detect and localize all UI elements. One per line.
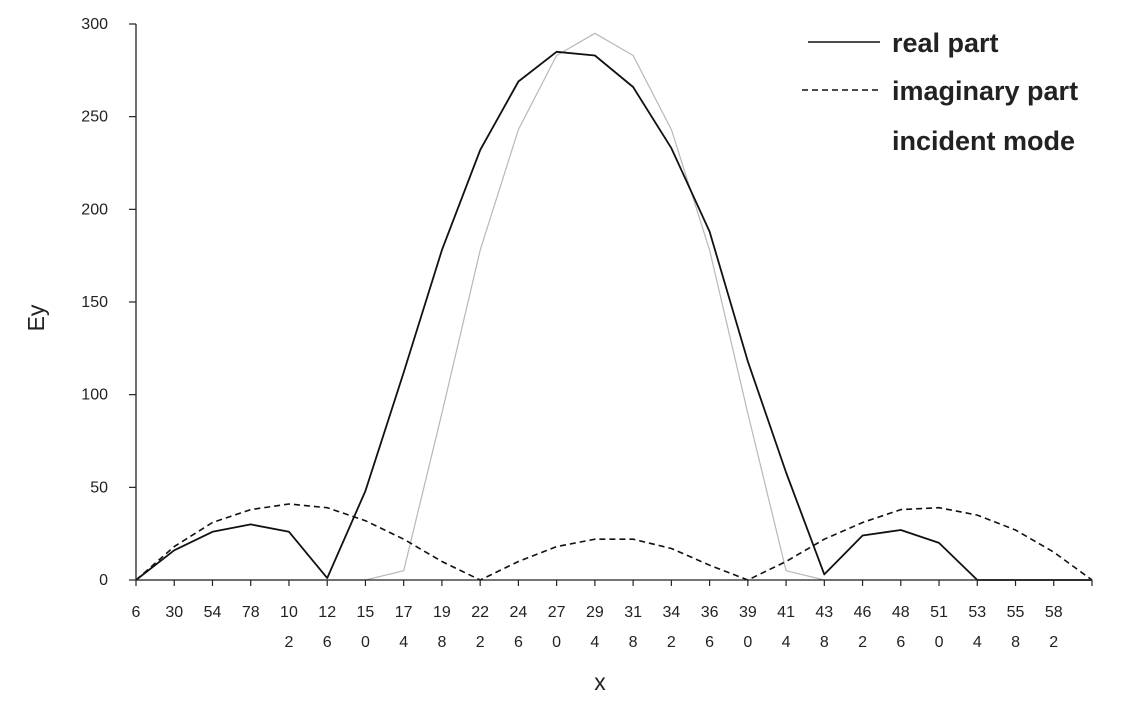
x-tick-label: 31 8 bbox=[624, 604, 642, 651]
x-tick-label: 24 6 bbox=[510, 604, 528, 651]
legend-label: imaginary part bbox=[892, 76, 1078, 106]
y-tick-label: 250 bbox=[81, 109, 108, 126]
x-tick-label: 43 8 bbox=[815, 604, 833, 651]
x-tick-label: 36 6 bbox=[701, 604, 719, 651]
x-axis-title: x bbox=[594, 669, 606, 695]
x-tick-label: 27 0 bbox=[548, 604, 566, 651]
y-axis-title: Ey bbox=[23, 304, 49, 331]
x-tick-label: 48 6 bbox=[892, 604, 910, 651]
x-tick-label: 78 bbox=[242, 604, 260, 621]
x-tick-label: 51 0 bbox=[930, 604, 948, 651]
x-tick-label: 55 8 bbox=[1007, 604, 1025, 651]
x-tick-label: 15 0 bbox=[357, 604, 375, 651]
legend-label: incident mode bbox=[892, 126, 1075, 156]
x-tick-label: 12 6 bbox=[318, 604, 336, 651]
y-tick-label: 200 bbox=[81, 201, 108, 218]
x-tick-label: 39 0 bbox=[739, 604, 757, 651]
y-tick-label: 300 bbox=[81, 16, 108, 33]
y-tick-label: 100 bbox=[81, 387, 108, 404]
legend-label: real part bbox=[892, 28, 999, 58]
series-line-incident-mode bbox=[136, 32, 1092, 581]
x-tick-label: 17 4 bbox=[395, 604, 413, 651]
x-tick-label: 58 2 bbox=[1045, 604, 1063, 651]
x-tick-label: 6 bbox=[132, 604, 141, 621]
x-tick-label: 54 bbox=[204, 604, 222, 621]
y-tick-label: 150 bbox=[81, 294, 108, 311]
x-tick-label: 41 4 bbox=[777, 604, 795, 651]
axes bbox=[135, 24, 1092, 581]
x-tick-label: 29 4 bbox=[586, 604, 604, 651]
x-tick-label: 30 bbox=[165, 604, 183, 621]
x-tick-label: 34 2 bbox=[662, 604, 680, 651]
y-tick-label: 0 bbox=[99, 572, 108, 589]
y-axis-ticks: 0 50 100 150 200 250 300 bbox=[81, 16, 136, 589]
x-tick-label: 22 2 bbox=[471, 604, 489, 651]
x-tick-label: 19 8 bbox=[433, 604, 451, 651]
legend: real part imaginary part incident mode bbox=[802, 28, 1078, 156]
x-axis-ticks: 6 30 54 78 10 2 12 6 15 0 17 4 19 8 22 2 24 6 27 0 29 4 31 8 34 2… bbox=[132, 580, 1093, 651]
x-tick-label: 53 4 bbox=[968, 604, 986, 651]
x-tick-label: 10 2 bbox=[280, 604, 298, 651]
series-line-imaginary-part bbox=[135, 503, 1093, 581]
plot-area bbox=[135, 32, 1093, 581]
y-tick-label: 50 bbox=[90, 479, 108, 496]
x-tick-label: 46 2 bbox=[854, 604, 872, 651]
series-line-real-part bbox=[135, 50, 1092, 581]
